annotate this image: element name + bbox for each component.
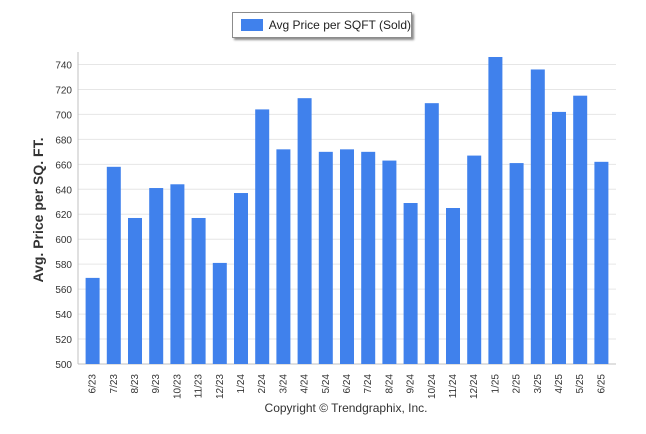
- x-tick-label: 11/24: [448, 374, 459, 399]
- bar: [276, 149, 291, 364]
- bar: [85, 277, 100, 364]
- x-tick-label: 1/24: [236, 374, 247, 394]
- bar: [488, 56, 503, 364]
- y-tick-label: 580: [55, 260, 72, 271]
- bar: [128, 217, 142, 364]
- x-tick-label: 2/24: [257, 374, 268, 394]
- x-tick-label: 11/23: [194, 374, 205, 399]
- x-tick-label: 6/25: [596, 374, 607, 394]
- bar: [318, 151, 333, 364]
- bar: [573, 95, 588, 365]
- x-tick-label: 12/23: [215, 374, 226, 399]
- y-axis-label: Avg. Price per SQ. FT.: [30, 137, 46, 283]
- y-tick-label: 660: [55, 160, 72, 171]
- bar: [149, 188, 164, 364]
- legend: Avg Price per SQFT (Sold): [232, 12, 412, 38]
- x-tick-label: 8/24: [384, 374, 395, 394]
- bar: [106, 166, 121, 364]
- y-tick-label: 720: [55, 85, 72, 96]
- x-tick-label: 5/24: [321, 374, 332, 394]
- y-tick-label: 600: [55, 235, 72, 246]
- y-tick-label: 560: [55, 285, 72, 296]
- x-tick-label: 7/23: [109, 374, 120, 394]
- bar: [297, 98, 312, 365]
- x-tick-label: 6/24: [342, 374, 353, 394]
- x-tick-label: 10/24: [427, 374, 438, 399]
- x-tick-label: 12/24: [469, 374, 480, 399]
- y-tick-label: 700: [55, 110, 72, 121]
- x-tick-label: 3/24: [278, 374, 289, 394]
- x-tick-label: 4/25: [554, 374, 565, 394]
- y-tick-label: 640: [55, 185, 72, 196]
- bar: [212, 262, 227, 364]
- bar: [530, 69, 545, 365]
- bar: [594, 161, 609, 364]
- x-tick-label: 10/23: [172, 374, 183, 399]
- y-tick-label: 520: [55, 335, 72, 346]
- bar: [361, 151, 376, 364]
- x-tick-label: 9/24: [406, 374, 417, 394]
- bar: [509, 163, 524, 364]
- legend-label: Avg Price per SQFT (Sold): [268, 18, 411, 32]
- bar: [234, 193, 248, 364]
- x-tick-label: 2/25: [512, 374, 523, 394]
- bar: [424, 103, 439, 364]
- x-tick-label: 3/25: [533, 374, 544, 394]
- bar: [403, 203, 418, 364]
- bar: [467, 155, 482, 364]
- bar: [552, 111, 566, 365]
- x-tick-label: 7/24: [363, 374, 374, 394]
- bar: [340, 149, 354, 364]
- copyright-text: Copyright © Trendgraphix, Inc.: [264, 401, 428, 415]
- x-tick-label: 4/24: [300, 374, 311, 394]
- y-tick-label: 500: [55, 360, 72, 371]
- x-tick-label: 6/23: [88, 374, 99, 394]
- bar: [170, 184, 185, 364]
- bar: [255, 109, 270, 365]
- x-tick-label: 5/25: [575, 374, 586, 394]
- y-tick-label: 740: [55, 60, 72, 71]
- bar: [446, 208, 460, 364]
- y-tick-label: 620: [55, 210, 72, 221]
- bar: [382, 160, 397, 364]
- y-tick-label: 540: [55, 310, 72, 321]
- x-tick-label: 8/23: [130, 374, 141, 394]
- legend-swatch: [241, 19, 263, 31]
- y-tick-label: 680: [55, 135, 72, 146]
- bar: [191, 217, 206, 364]
- x-tick-label: 1/25: [490, 374, 501, 394]
- x-tick-label: 9/23: [151, 374, 162, 394]
